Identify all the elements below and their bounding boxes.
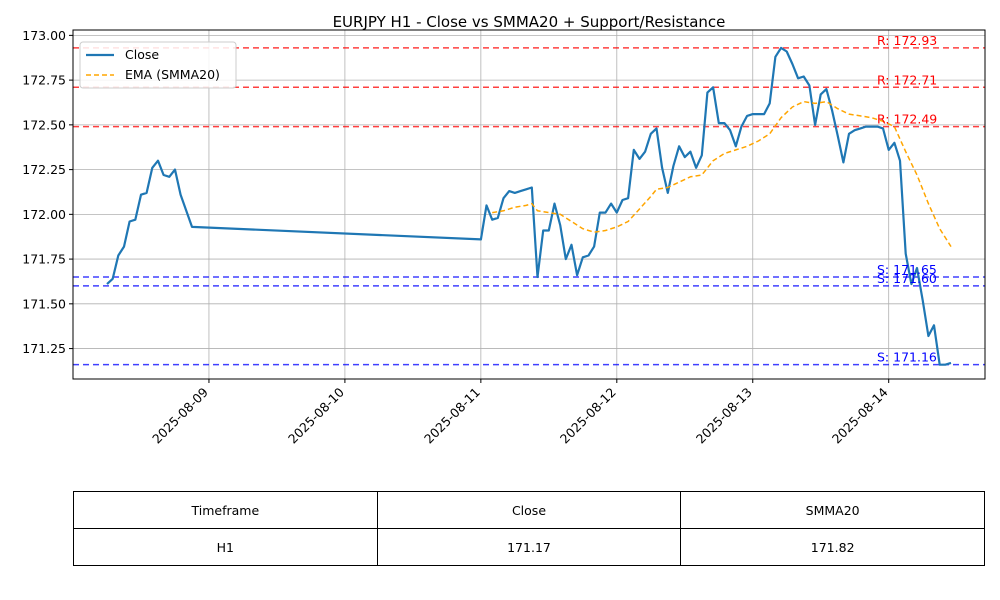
y-tick-label: 172.25 — [22, 162, 66, 177]
y-tick-label: 171.75 — [22, 252, 66, 267]
level-labels: R: 172.93R: 172.71R: 172.49S: 171.65S: 1… — [877, 33, 937, 365]
legend: Close EMA (SMMA20) — [79, 41, 237, 89]
table-header-cell: Close — [376, 491, 682, 529]
x-tick-label: 2025-08-12 — [557, 385, 619, 447]
table-cell-timeframe: H1 — [73, 528, 378, 566]
plot-frame — [72, 29, 986, 380]
y-tick-label: 171.50 — [22, 296, 66, 311]
y-tick-label: 171.25 — [22, 341, 66, 356]
support-label: S: 171.16 — [877, 350, 937, 365]
x-tick-label: 2025-08-10 — [285, 384, 347, 446]
table-row: H1 171.17 171.82 — [73, 528, 985, 566]
legend-label-close: Close — [125, 47, 159, 62]
series-line-smma20 — [492, 100, 952, 248]
table-header-cell: Timeframe — [73, 491, 378, 529]
y-tick-label: 172.75 — [22, 73, 66, 88]
y-tick-label: 172.50 — [22, 117, 66, 132]
grid — [73, 30, 985, 379]
chart: EURJPY H1 - Close vs SMMA20 + Support/Re… — [22, 13, 986, 447]
legend-label-smma: EMA (SMMA20) — [125, 67, 220, 82]
series-lines — [106, 46, 952, 366]
summary-table: Timeframe Close SMMA20 H1 171.17 171.82 — [73, 491, 985, 566]
chart-title: EURJPY H1 - Close vs SMMA20 + Support/Re… — [333, 13, 726, 31]
resistance-label: R: 172.71 — [877, 72, 937, 87]
table-cell-close: 171.17 — [376, 528, 682, 566]
table-cell-smma20: 171.82 — [680, 528, 985, 566]
support-label: S: 171.65 — [877, 262, 937, 277]
x-tick-label: 2025-08-13 — [693, 385, 755, 447]
y-tick-label: 173.00 — [22, 28, 66, 43]
x-tick-label: 2025-08-11 — [421, 385, 483, 447]
table-header-row: Timeframe Close SMMA20 — [73, 491, 985, 529]
table-header-cell: SMMA20 — [680, 491, 985, 529]
resistance-label: R: 172.49 — [877, 112, 937, 127]
series-line-close — [106, 46, 952, 366]
x-tick-label: 2025-08-09 — [149, 384, 211, 446]
y-tick-label: 172.00 — [22, 207, 66, 222]
x-tick-label: 2025-08-14 — [829, 384, 891, 446]
support-resistance-lines — [73, 47, 985, 366]
support-label: S: 171.60 — [877, 271, 937, 286]
resistance-label: R: 172.93 — [877, 33, 937, 48]
axis-ticks: 171.25 171.50 171.75 172.00 172.25 172.50 172.… — [22, 28, 891, 447]
legend-box — [79, 41, 237, 89]
